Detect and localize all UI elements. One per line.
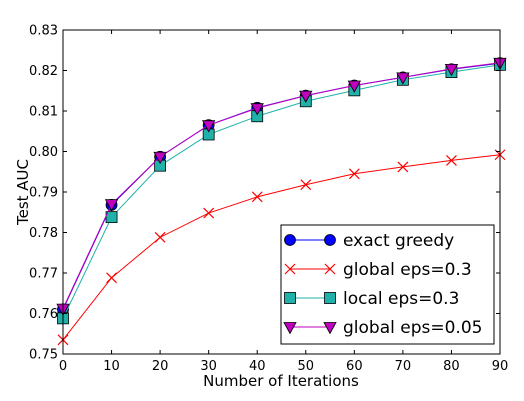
data-point — [444, 63, 459, 77]
y-tick-label: 0.82 — [29, 64, 58, 79]
data-point — [347, 80, 362, 93]
x-tick-label: 70 — [395, 359, 412, 374]
legend-entry: exact greedy — [284, 231, 454, 251]
data-point — [300, 179, 312, 191]
data-point — [153, 151, 167, 165]
x-tick-label: 30 — [200, 359, 217, 374]
y-tick-label: 0.77 — [29, 267, 58, 282]
y-tick-label: 0.79 — [29, 186, 58, 201]
y-tick-label: 0.76 — [29, 307, 58, 322]
series-line — [62, 154, 501, 341]
data-point — [446, 154, 457, 166]
data-point — [104, 199, 119, 212]
legend-label: exact greedy — [343, 231, 454, 251]
x-tick-label: 90 — [492, 359, 509, 374]
legend: exact greedy global eps=0.3 local eps=0.3 g… — [280, 224, 495, 345]
legend-marker — [324, 234, 336, 246]
data-point — [106, 272, 117, 284]
legend-marker — [324, 263, 336, 275]
legend-marker — [323, 322, 337, 335]
data-point — [396, 72, 410, 85]
y-tick-label: 0.75 — [29, 348, 58, 363]
legend-marker — [284, 234, 296, 246]
data-point — [201, 120, 216, 133]
y-axis-label: Test AUC — [14, 159, 32, 226]
legend-entry: global eps=0.05 — [283, 318, 482, 338]
data-point — [203, 207, 215, 219]
series-line — [62, 64, 501, 319]
x-tick-label: 40 — [249, 359, 266, 374]
y-tick-label: 0.81 — [29, 105, 58, 120]
legend-box — [280, 224, 495, 345]
axis-ticks: 0 10 20 30 40 50 60 70 80 90 0.75 0.76 0.77 0.78 0.79 0… — [29, 24, 508, 375]
legend-marker — [283, 322, 297, 335]
x-tick-label: 60 — [346, 359, 363, 374]
x-axis-label: Number of Iterations — [203, 372, 359, 390]
legend-marker — [284, 263, 296, 275]
y-tick-label: 0.83 — [29, 24, 58, 39]
legend-label: global eps=0.3 — [343, 260, 472, 280]
data-point — [397, 161, 409, 173]
x-tick-label: 10 — [103, 359, 120, 374]
y-tick-label: 0.78 — [29, 226, 58, 241]
legend-marker — [324, 292, 336, 304]
data-point — [348, 168, 360, 180]
x-tick-label: 0 — [59, 359, 67, 374]
legend-entry: global eps=0.3 — [284, 260, 472, 280]
legend-label: local eps=0.3 — [343, 289, 459, 309]
legend-label: global eps=0.05 — [343, 318, 482, 338]
data-point — [251, 191, 263, 203]
x-tick-label: 80 — [443, 359, 460, 374]
data-point — [154, 231, 166, 243]
y-tick-label: 0.80 — [29, 145, 58, 160]
data-point — [299, 90, 313, 103]
series-line — [62, 62, 501, 309]
x-tick-label: 20 — [152, 359, 169, 374]
x-tick-label: 50 — [298, 359, 315, 374]
legend-entry: local eps=0.3 — [284, 289, 459, 309]
data-point — [250, 103, 264, 116]
legend-marker — [284, 292, 296, 304]
